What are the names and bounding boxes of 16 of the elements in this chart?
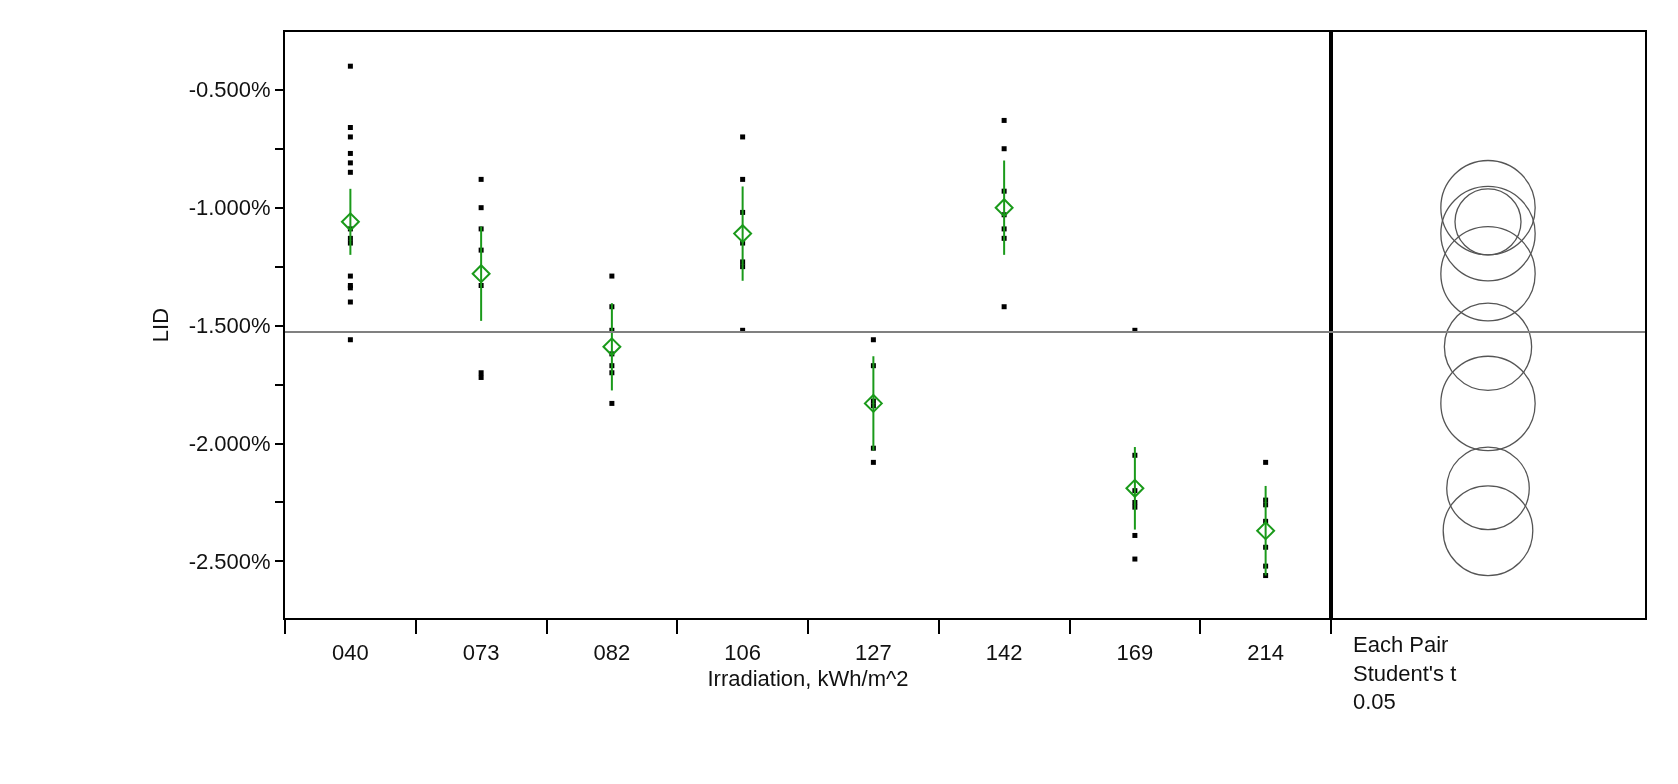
y-tick-label: -1.000% — [188, 195, 271, 221]
x-tick-label: 169 — [1116, 640, 1154, 666]
x-tick-label: 073 — [462, 640, 500, 666]
y-tick-label: -2.000% — [188, 431, 271, 457]
text: Each Pair Student's t 0.05 — [1353, 632, 1457, 715]
y-axis-title: LID — [147, 307, 173, 343]
y-tick-label: -2.500% — [188, 549, 271, 575]
x-tick-label: 040 — [332, 640, 369, 666]
x-tick-label: 142 — [985, 640, 1023, 666]
x-tick-label: 127 — [855, 640, 892, 666]
y-tick-label: -1.500% — [188, 313, 271, 339]
x-tick-label: 214 — [1247, 640, 1284, 666]
x-axis-title: Irradiation, kWh/m^2 — [707, 665, 909, 691]
y-tick-label: -0.500% — [188, 77, 271, 103]
x-tick-label: 082 — [593, 640, 631, 666]
x-tick-label: 106 — [724, 640, 761, 666]
